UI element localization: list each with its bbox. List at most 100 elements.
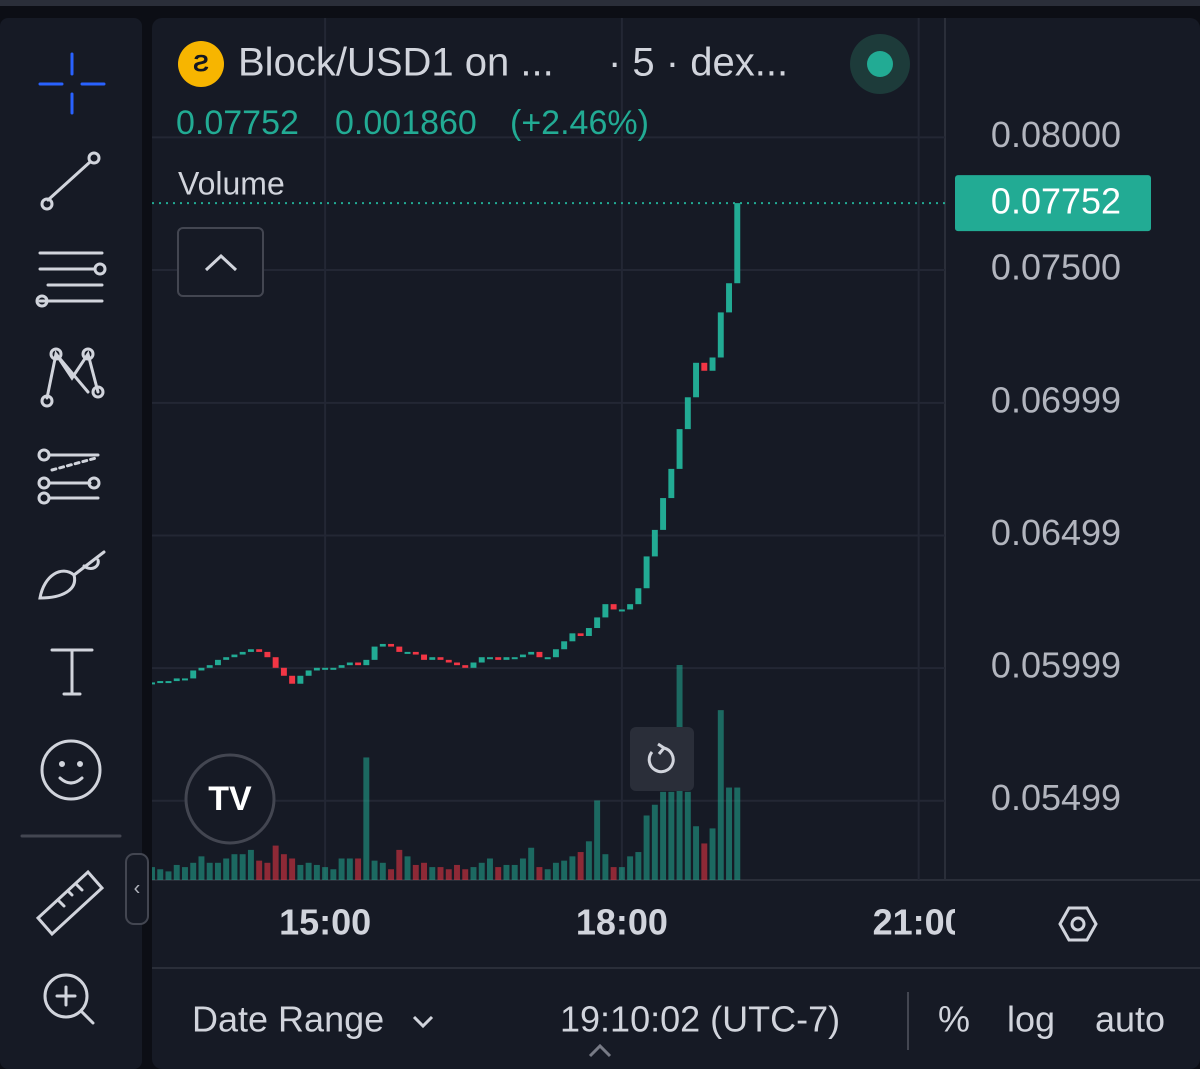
candle-body — [190, 670, 197, 679]
y-tick-label: 0.08000 — [991, 114, 1121, 155]
candle-body — [610, 604, 617, 610]
last-price-box — [955, 175, 1151, 232]
candle-body — [651, 529, 658, 557]
volume-bar — [239, 854, 246, 880]
candle-body — [173, 678, 180, 682]
collapse-legend-icon — [204, 253, 238, 272]
candle-body — [198, 667, 205, 671]
candle-body — [602, 604, 609, 618]
y-tick-label: 0.06999 — [991, 379, 1121, 420]
volume-bar — [536, 867, 543, 880]
candle-body — [152, 682, 155, 685]
candle-body — [627, 604, 634, 610]
candle-body — [487, 657, 493, 660]
settings-icon[interactable] — [1058, 906, 1098, 942]
y-tick-label: 0.06499 — [991, 512, 1121, 553]
volume-bar — [173, 864, 180, 880]
candles — [152, 202, 945, 685]
volume-bar — [503, 864, 510, 880]
candle-body — [536, 651, 543, 658]
candle-body — [280, 667, 287, 676]
volume-bar — [388, 869, 395, 880]
candle-body — [297, 675, 304, 684]
candle-body — [313, 667, 320, 671]
reset-arrow — [657, 742, 667, 755]
volume-bar — [643, 815, 650, 880]
last-price-label: 0.07752 — [991, 181, 1121, 222]
volume-bar — [544, 869, 551, 880]
y-tick-label: 0.05999 — [991, 645, 1121, 686]
collapse-toolbar[interactable] — [125, 853, 149, 925]
clock[interactable]: 19:10:02 (UTC-7) — [560, 999, 840, 1040]
volume-bar — [379, 862, 386, 880]
volume-bar — [330, 869, 337, 880]
volume-bar — [280, 854, 287, 880]
volume-bar — [338, 858, 345, 880]
volume-bar — [726, 787, 732, 880]
volume-bar — [618, 867, 625, 880]
toolbar — [0, 18, 142, 1069]
volume-bar — [585, 841, 592, 880]
candle-body — [247, 649, 254, 652]
auto-toggle[interactable]: auto — [1095, 999, 1165, 1040]
volume-bar — [247, 849, 254, 880]
volume-bar — [552, 862, 559, 880]
collapse-arrow: ‹ — [134, 877, 141, 899]
zoom-icon — [43, 973, 95, 1025]
volume-bar — [561, 860, 568, 880]
volume-bar — [437, 867, 444, 880]
coin-logo — [178, 41, 224, 87]
candle-body — [544, 657, 551, 660]
volume-bar — [454, 864, 460, 880]
volume-bar — [701, 843, 708, 880]
collapse-legend[interactable] — [177, 227, 264, 297]
tool-icons — [20, 52, 122, 1025]
axes: 0.08000 0.07500 0.06999 0.06499 0.05999 0.054… — [279, 114, 1151, 943]
fib-icon — [37, 448, 101, 505]
percent-toggle[interactable]: % — [938, 999, 970, 1040]
candle-body — [734, 203, 741, 284]
volume-bar — [668, 791, 675, 880]
status-dot — [867, 51, 893, 77]
candle-body — [561, 641, 568, 650]
tv-logo[interactable] — [184, 753, 276, 845]
volume-bar — [152, 867, 155, 880]
reset-button[interactable] — [630, 727, 694, 791]
candle-body — [470, 662, 477, 668]
candle-body — [709, 357, 716, 371]
log-toggle[interactable]: log — [1007, 999, 1055, 1040]
candle-body — [585, 628, 592, 636]
coin-logo-mark: Ƨ — [193, 50, 209, 77]
candle-body — [511, 657, 518, 660]
volume-bar — [231, 854, 238, 880]
candle-body — [404, 651, 411, 654]
candle-body — [363, 659, 370, 666]
symbol: Block/USD1 on ... — [238, 41, 554, 85]
candle-body — [157, 681, 164, 684]
candle-body — [412, 651, 419, 655]
tv-logo-mark: TV — [208, 780, 252, 818]
x-tick-label: 18:00 — [576, 902, 668, 943]
candle-body — [214, 659, 221, 666]
change: 0.001860 — [335, 104, 477, 142]
candle-body — [701, 362, 708, 371]
candle-body — [635, 588, 642, 605]
volume-bar — [190, 862, 197, 880]
volume-bar — [421, 862, 427, 880]
volume-bar — [734, 787, 741, 880]
x-tick-label: 15:00 — [279, 902, 371, 943]
hlines-icon — [35, 251, 107, 308]
ruler-icon — [35, 869, 105, 937]
date-range[interactable]: Date Range — [192, 999, 384, 1040]
candle-body — [305, 670, 312, 676]
volume-bar — [684, 791, 691, 880]
volume-bar — [256, 860, 263, 880]
volume-bar — [495, 867, 502, 880]
candle-body — [289, 675, 296, 684]
volume-bar — [264, 862, 271, 880]
candle-body — [429, 657, 436, 660]
candle-body — [355, 662, 362, 666]
y-tick-label: 0.07500 — [991, 246, 1121, 287]
volume-bar — [627, 856, 634, 880]
volume-bar — [157, 869, 164, 880]
